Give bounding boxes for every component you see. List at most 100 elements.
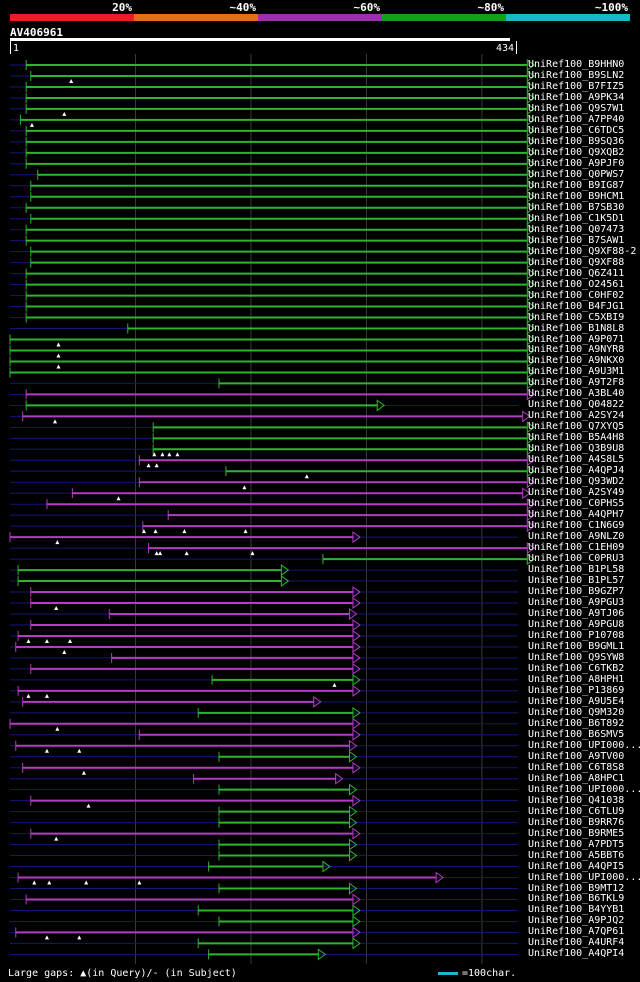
hit-name-link[interactable]: UniRef100_B9SQ36 <box>528 135 625 147</box>
hit-name-link[interactable]: UniRef100_Q7XYQ5 <box>528 421 625 433</box>
hit-name-link[interactable]: UniRef100_Q0PWS7 <box>528 168 625 180</box>
hit-name-link[interactable]: UniRef100_O24561 <box>528 278 625 290</box>
hit-name-link[interactable]: UniRef100_B9GML1 <box>528 640 625 652</box>
hit-name-link[interactable]: UniRef100_A4QPH7 <box>528 509 625 521</box>
hit-row <box>10 377 536 390</box>
hit-name-link[interactable]: UniRef100_C0PRU3 <box>528 553 625 565</box>
hit-name-link[interactable]: UniRef100_A9U5E4 <box>528 695 625 707</box>
hit-name-link[interactable]: UniRef100_A4S8L5 <box>528 454 625 466</box>
hit-name-link[interactable]: UniRef100_A9PGU8 <box>528 618 625 630</box>
hit-name-link[interactable]: UniRef100_C0HF02 <box>528 289 625 301</box>
hit-row <box>10 673 518 687</box>
hit-name-link[interactable]: UniRef100_P10708 <box>528 629 625 641</box>
hit-name-link[interactable]: UniRef100_Q9M320 <box>528 706 625 718</box>
hit-name-link[interactable]: UniRef100_A9NLZ0 <box>528 531 625 543</box>
hit-name-link[interactable]: UniRef100_A9TJ06 <box>528 608 625 619</box>
hit-name-link[interactable]: UniRef100_Q9XQB2 <box>528 146 625 158</box>
hit-name-link[interactable]: UniRef100_C1K5D1 <box>528 212 625 224</box>
hit-name-link[interactable]: UniRef100_C1EH09 <box>528 542 625 554</box>
hit-name-link[interactable]: UniRef100_A3BL40 <box>528 388 625 400</box>
hit-name-link[interactable]: UniRef100_Q04822 <box>528 399 625 411</box>
hit-name-link[interactable]: UniRef100_UPI000... <box>528 739 640 751</box>
hit-name-link[interactable]: UniRef100_A9PK34 <box>528 91 625 103</box>
hit-name-link[interactable]: UniRef100_A4URF4 <box>528 937 625 949</box>
hit-name-link[interactable]: UniRef100_B9GZP7 <box>528 586 625 598</box>
hit-name-link[interactable]: UniRef100_A7PP40 <box>528 113 625 125</box>
hit-name-link[interactable]: UniRef100_A4QPI4 <box>528 948 625 960</box>
hit-name-link[interactable]: UniRef100_A9NKX0 <box>528 355 625 367</box>
hit-name-link[interactable]: UniRef100_C0PHS5 <box>528 498 625 510</box>
hit-name-link[interactable]: UniRef100_Q9XF88 <box>528 256 625 268</box>
hit-name-link[interactable]: UniRef100_B7SB30 <box>528 201 625 213</box>
gap-marker <box>146 463 151 468</box>
hit-name-link[interactable]: UniRef100_B9IG87 <box>528 179 625 191</box>
hit-name-link[interactable]: UniRef100_B9HHN0 <box>528 59 625 70</box>
gap-marker <box>86 803 91 808</box>
hit-name-link[interactable]: UniRef100_B7SAW1 <box>528 234 625 246</box>
hit-row <box>10 882 518 895</box>
hit-name-link[interactable]: UniRef100_Q9S7W1 <box>528 102 625 114</box>
hit-name-link[interactable]: UniRef100_C5XBI9 <box>528 311 625 323</box>
hit-name-link[interactable]: UniRef100_B1N8L8 <box>528 322 625 334</box>
hit-name-link[interactable]: UniRef100_A9PJQ2 <box>528 915 625 927</box>
hit-name-link[interactable]: UniRef100_B7FIZ5 <box>528 80 625 92</box>
hit-row <box>10 904 518 917</box>
hit-name-link[interactable]: UniRef100_C1N6G9 <box>528 520 625 532</box>
hit-name-link[interactable]: UniRef100_A9U3M1 <box>528 366 625 378</box>
hit-end-arrow <box>526 289 536 302</box>
hit-name-link[interactable]: UniRef100_A5BBT6 <box>528 849 625 861</box>
hit-name-link[interactable]: UniRef100_UPI000... <box>528 871 640 883</box>
hit-name-link[interactable]: UniRef100_C6TLU9 <box>528 805 625 817</box>
hit-name-link[interactable]: UniRef100_B9RR76 <box>528 816 625 828</box>
hit-row <box>10 245 536 258</box>
hit-name-link[interactable]: UniRef100_B9MT12 <box>528 882 625 894</box>
hit-name-link[interactable]: UniRef100_C6TDC5 <box>528 124 625 136</box>
hit-name-link[interactable]: UniRef100_A9PJF0 <box>528 157 625 169</box>
hit-name-link[interactable]: UniRef100_A9P071 <box>528 333 625 345</box>
hit-name-link[interactable]: UniRef100_B1PL58 <box>528 564 625 576</box>
hit-name-link[interactable]: UniRef100_B4FJG1 <box>528 300 625 312</box>
hit-name-link[interactable]: UniRef100_B9SLN2 <box>528 69 625 81</box>
hit-end-arrow <box>526 344 536 357</box>
hit-name-link[interactable]: UniRef100_Q6Z411 <box>528 267 625 279</box>
hit-name-link[interactable]: UniRef100_B9RME5 <box>528 827 625 839</box>
gap-marker <box>32 880 37 885</box>
hit-name-link[interactable]: UniRef100_A9PGU3 <box>528 597 625 609</box>
hit-name-link[interactable]: UniRef100_Q07473 <box>528 223 625 235</box>
hit-name-link[interactable]: UniRef100_B6T892 <box>528 717 625 729</box>
hit-name-link[interactable]: UniRef100_B1PL57 <box>528 575 625 587</box>
legend-label: ~40% <box>230 1 257 14</box>
hit-name-link[interactable]: UniRef100_A9TV00 <box>528 750 625 762</box>
hit-row <box>10 278 536 291</box>
hit-name-link[interactable]: UniRef100_B5A4H8 <box>528 432 625 444</box>
hit-name-link[interactable]: UniRef100_UPI000... <box>528 783 640 795</box>
hit-name-link[interactable]: UniRef100_A7PDT5 <box>528 838 625 850</box>
hit-name-link[interactable]: UniRef100_B4YYB1 <box>528 904 625 916</box>
hit-name-link[interactable]: UniRef100_A8HPC1 <box>528 772 625 784</box>
hit-name-link[interactable]: UniRef100_A7QP61 <box>528 926 625 938</box>
hit-row <box>9 333 536 347</box>
hit-row <box>10 399 518 412</box>
hit-name-link[interactable]: UniRef100_Q9SYW8 <box>528 651 625 663</box>
hit-name-link[interactable]: UniRef100_A4QPI5 <box>528 860 625 872</box>
hit-name-link[interactable]: UniRef100_P13869 <box>528 684 625 696</box>
hit-name-link[interactable]: UniRef100_A4QPJ4 <box>528 465 625 477</box>
hit-name-link[interactable]: UniRef100_A9T2F8 <box>528 377 625 389</box>
hit-name-link[interactable]: UniRef100_B6SMV5 <box>528 728 625 740</box>
hit-name-link[interactable]: UniRef100_Q93WD2 <box>528 476 625 488</box>
legend-band <box>506 14 630 21</box>
hit-name-link[interactable]: UniRef100_B6TKL9 <box>528 893 625 905</box>
gap-marker <box>56 364 61 369</box>
hit-row <box>10 256 536 269</box>
hit-name-link[interactable]: UniRef100_A2SY49 <box>528 487 625 499</box>
hit-end-arrow <box>526 355 536 368</box>
hit-name-link[interactable]: UniRef100_A9NYR8 <box>528 344 625 356</box>
hit-name-link[interactable]: UniRef100_A8HPH1 <box>528 673 625 685</box>
hit-name-link[interactable]: UniRef100_Q41038 <box>528 794 625 806</box>
hit-name-link[interactable]: UniRef100_C6TKB2 <box>528 662 625 674</box>
hit-name-link[interactable]: UniRef100_B9HCM1 <box>528 190 625 202</box>
hit-name-link[interactable]: UniRef100_Q9XF88-2 <box>528 245 637 257</box>
hit-name-link[interactable]: UniRef100_Q3B9U8 <box>528 443 625 455</box>
hit-name-link[interactable]: UniRef100_A2SY24 <box>528 410 625 422</box>
hit-name-link[interactable]: UniRef100_C6T8S8 <box>528 761 625 773</box>
